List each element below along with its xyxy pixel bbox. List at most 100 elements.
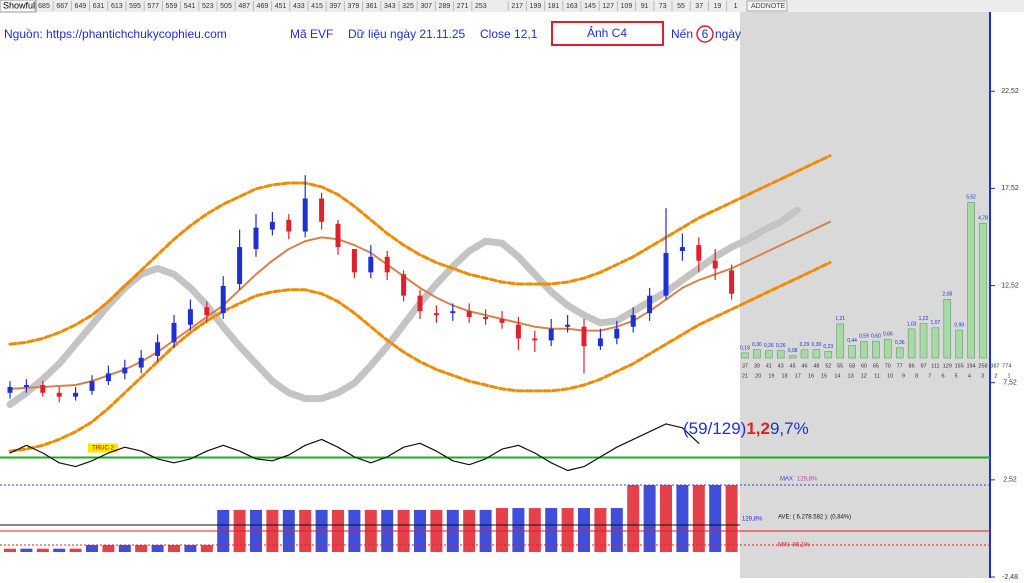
candle-body [466,311,472,318]
cycle-period: 70 [885,363,891,369]
candle-body [204,307,210,316]
cycle-value-label: 0,66 [883,332,893,338]
annotation-percent: 9,7% [770,419,809,438]
line-series [8,261,832,453]
cycle-period: 55 [837,363,843,369]
line-series [9,220,831,390]
y-tick-label: -2,48 [1002,574,1018,581]
cycle-count: 21 [742,373,748,379]
cycle-bar [907,328,916,359]
cycle-count: 9 [902,373,905,379]
panel-bar [20,548,33,552]
cycle-bar [753,349,761,359]
source: Nguồn: https://phantichchukycophieu.com [4,27,227,41]
ruler-label: 343 [384,3,396,10]
candle-body [171,322,177,343]
ruler-label: 1 [734,3,738,10]
candle-body [237,247,243,284]
panel-bar [496,508,508,552]
candle-body [105,373,111,382]
cycle-bar [848,345,856,359]
cycle-count: 13 [848,373,854,379]
cycle-value-label: 1,03 [907,321,917,327]
cycle-bar [741,352,749,359]
cycle-bar [860,341,868,359]
candle-body [187,309,193,325]
cycle-count: 8 [915,373,918,379]
cycle-period: 39 [754,363,760,369]
ruler-label: 415 [311,3,323,10]
app-name: Showful [3,0,35,10]
cycle-value-label: 0,26 [764,343,774,349]
candle-suffix: ngày [715,27,741,41]
cycle-bar [800,349,809,359]
ruler-label: 325 [402,3,414,10]
cycle-period: 129 [943,363,952,369]
panel-bar [692,485,705,552]
cycle-bar [895,347,904,359]
cycle-period: 37 [742,363,748,369]
y-tick-label: 22,52 [1001,88,1019,95]
panel-bar [168,544,180,552]
cycle-count: 14 [834,373,840,379]
cycle-value-label: 0,36 [895,340,905,346]
panel-bar [4,548,16,552]
candle-body [581,326,587,347]
ruler-label: 163 [566,3,578,10]
panel-bar [184,544,197,552]
candle-body [499,318,505,323]
panel-bar [660,485,672,552]
addnote-button[interactable] [746,0,788,12]
ruler-label: 307 [420,3,432,10]
max-label: MAX [780,477,793,483]
panel-bar [725,485,738,552]
candle-body [532,338,538,341]
cycle-value-label: 0,99 [954,322,964,328]
panel-bar [561,508,574,552]
panel-bar [86,544,98,552]
candle-body [729,270,735,294]
ruler-label: 109 [621,3,633,10]
panel-bar [36,548,49,552]
symbol: Mã EVF [290,27,333,41]
candle-prefix: Nến [671,27,693,41]
candle-body [122,367,128,374]
cycle-value-label: 2,08 [942,292,952,298]
panel-bar [151,544,164,552]
ruler-label: 253 [475,3,487,10]
ruler-label: 37 [695,3,703,10]
panel-bar [53,548,66,552]
cycle-value-label: 0,18 [740,345,750,351]
ruler-label: 289 [439,3,451,10]
ruler-label: 541 [184,3,196,10]
candle-body [417,295,423,312]
cycle-period: 258 [978,363,987,369]
panel-bar [69,548,82,552]
cycle-bar [836,323,844,359]
candle-body [7,386,13,393]
line-series [9,423,700,472]
cycle-period: 97 [920,363,926,369]
cycle-value-label: 0,08 [788,348,798,354]
panel-bar [512,508,525,552]
cycle-period: 155 [955,363,964,369]
ruler-label: 433 [293,3,305,10]
app-button[interactable] [0,0,37,13]
candle-count: 6 [702,27,709,41]
candle-body [548,328,554,341]
cycle-period: 52 [825,363,831,369]
candle-body [319,198,325,222]
cycle-bar [931,327,940,359]
cycle-count: 17 [795,373,801,379]
annotation: (59/129)1,29,7% [683,419,809,438]
candle-body [56,392,62,397]
ruler-label: 559 [166,3,178,10]
y-tick-label: 12,52 [1001,282,1019,289]
cycle-bar [943,299,952,359]
annotation-change: 1,2 [746,419,770,438]
cycle-count: 4 [968,373,971,379]
ruler-label: 361 [366,3,378,10]
cycle-period: 45 [790,363,796,369]
candle-body [565,324,571,327]
candle-body [138,357,144,368]
